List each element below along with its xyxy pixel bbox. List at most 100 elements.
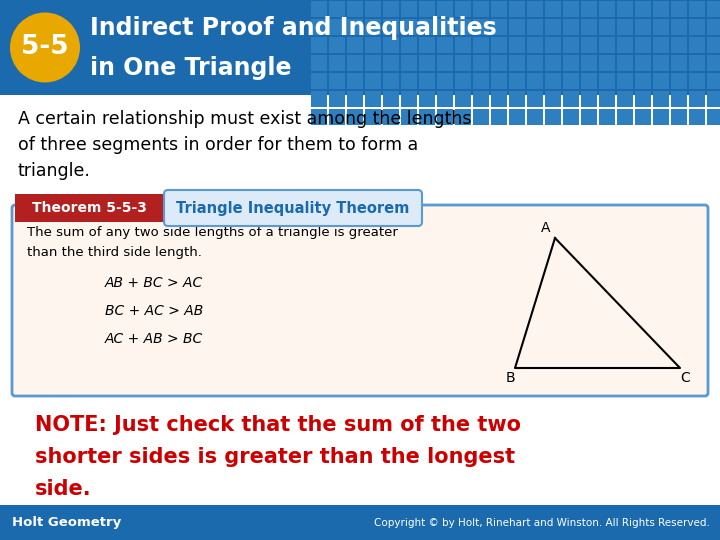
Bar <box>689 109 705 125</box>
Bar <box>527 91 543 107</box>
Bar <box>707 55 720 71</box>
FancyBboxPatch shape <box>12 205 708 396</box>
Text: Theorem 5-5-3: Theorem 5-5-3 <box>32 201 146 215</box>
Text: of three segments in order for them to form a: of three segments in order for them to f… <box>18 136 418 154</box>
Bar <box>347 1 363 17</box>
Bar <box>509 109 525 125</box>
Bar <box>653 73 669 89</box>
Bar <box>671 1 687 17</box>
Bar <box>383 19 399 35</box>
Bar <box>581 109 597 125</box>
Bar <box>383 73 399 89</box>
Bar <box>671 37 687 53</box>
Bar <box>473 37 489 53</box>
Text: than the third side length.: than the third side length. <box>27 246 202 259</box>
Bar <box>437 73 453 89</box>
Bar <box>437 1 453 17</box>
Text: shorter sides is greater than the longest: shorter sides is greater than the longes… <box>35 447 515 467</box>
Bar <box>329 109 345 125</box>
Bar <box>491 73 507 89</box>
Text: C: C <box>680 371 690 385</box>
Bar <box>671 55 687 71</box>
Bar <box>599 37 615 53</box>
Bar <box>437 55 453 71</box>
Bar <box>347 91 363 107</box>
Bar <box>419 37 435 53</box>
Bar <box>419 19 435 35</box>
Bar <box>599 109 615 125</box>
Bar <box>527 1 543 17</box>
Bar <box>689 37 705 53</box>
Bar <box>311 109 327 125</box>
Bar <box>383 109 399 125</box>
Bar <box>653 91 669 107</box>
Bar <box>0 505 720 540</box>
Text: triangle.: triangle. <box>18 162 91 180</box>
Bar <box>581 73 597 89</box>
Bar <box>365 55 381 71</box>
Bar <box>0 0 720 95</box>
Bar <box>671 109 687 125</box>
Bar <box>311 73 327 89</box>
Bar <box>689 55 705 71</box>
Bar <box>635 109 651 125</box>
Bar <box>383 1 399 17</box>
Bar <box>491 1 507 17</box>
Bar <box>527 37 543 53</box>
Bar <box>527 73 543 89</box>
Bar <box>509 1 525 17</box>
Bar <box>635 73 651 89</box>
Bar <box>509 37 525 53</box>
Text: BC + AC > AB: BC + AC > AB <box>105 304 203 318</box>
Bar <box>545 73 561 89</box>
Bar <box>491 19 507 35</box>
Bar <box>599 55 615 71</box>
Text: The sum of any two side lengths of a triangle is greater: The sum of any two side lengths of a tri… <box>27 226 398 239</box>
Bar <box>491 109 507 125</box>
Bar <box>401 109 417 125</box>
Text: A certain relationship must exist among the lengths: A certain relationship must exist among … <box>18 110 472 128</box>
Bar <box>545 109 561 125</box>
Bar <box>563 55 579 71</box>
Bar <box>707 73 720 89</box>
Bar <box>365 37 381 53</box>
Bar <box>635 91 651 107</box>
Text: 5-5: 5-5 <box>21 35 69 60</box>
Text: A: A <box>541 221 550 235</box>
Bar <box>401 37 417 53</box>
Bar <box>563 37 579 53</box>
Bar <box>599 1 615 17</box>
Text: Holt Geometry: Holt Geometry <box>12 516 121 529</box>
Bar <box>617 19 633 35</box>
Bar <box>329 73 345 89</box>
Bar <box>383 91 399 107</box>
Bar <box>635 37 651 53</box>
Bar <box>545 37 561 53</box>
Bar <box>581 55 597 71</box>
Bar <box>635 1 651 17</box>
Bar <box>545 1 561 17</box>
Bar <box>455 55 471 71</box>
FancyBboxPatch shape <box>164 190 422 226</box>
Bar <box>473 73 489 89</box>
Bar <box>311 1 327 17</box>
Bar <box>419 55 435 71</box>
Bar <box>401 91 417 107</box>
Bar <box>617 55 633 71</box>
Bar <box>671 73 687 89</box>
Bar <box>599 91 615 107</box>
Bar <box>527 55 543 71</box>
Bar <box>419 109 435 125</box>
Bar <box>347 37 363 53</box>
Bar <box>509 91 525 107</box>
Bar <box>455 1 471 17</box>
Bar <box>653 109 669 125</box>
Bar <box>653 1 669 17</box>
Bar <box>383 37 399 53</box>
Text: side.: side. <box>35 479 91 499</box>
Bar <box>437 109 453 125</box>
Bar <box>617 73 633 89</box>
Bar <box>473 109 489 125</box>
Bar <box>599 19 615 35</box>
Bar <box>311 91 327 107</box>
